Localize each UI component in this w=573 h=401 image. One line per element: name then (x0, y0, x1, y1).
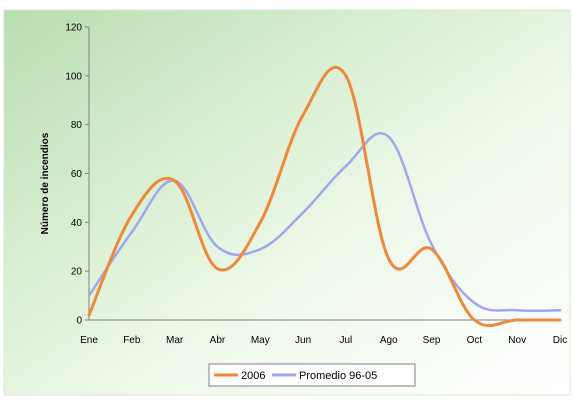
chart-area-background (3, 9, 571, 396)
data-point-2006 (388, 258, 390, 260)
x-tick-label: May (251, 335, 270, 346)
data-point-promedio (516, 309, 518, 311)
y-tick-label: 20 (71, 267, 83, 278)
x-tick-label: Jul (340, 335, 353, 346)
x-tick-label: Abr (210, 335, 226, 346)
data-point-promedio (473, 302, 475, 304)
data-point-promedio (259, 248, 261, 250)
data-point-promedio (88, 294, 90, 296)
y-tick-label: 40 (71, 218, 83, 229)
data-point-2006 (173, 180, 175, 182)
x-tick-label: Feb (123, 335, 141, 346)
y-tick-label: 120 (65, 23, 82, 34)
y-axis-ticks: 0 20 40 60 80 100 120 (65, 23, 89, 327)
data-point-promedio (430, 243, 432, 245)
data-point-promedio (302, 211, 304, 213)
x-tick-label: Ago (380, 335, 398, 346)
legend-box (208, 363, 416, 387)
series-line-promedio (87, 132, 562, 313)
data-point-2006 (259, 221, 261, 223)
x-tick-label: Ene (80, 335, 98, 346)
y-axis-title: Número de incendios (40, 132, 51, 234)
x-tick-label: Mar (166, 335, 184, 346)
x-tick-label: Jun (295, 335, 311, 346)
data-point-2006 (302, 114, 304, 116)
x-tick-label: Nov (508, 335, 526, 346)
y-tick-label: 0 (76, 316, 82, 327)
data-point-promedio (388, 136, 390, 138)
data-point-2006 (131, 214, 133, 216)
y-tick-label: 60 (71, 169, 83, 180)
series-layer (87, 65, 562, 328)
x-tick-label: Dic (553, 335, 567, 346)
legend: 2006 Promedio 96-05 (208, 363, 416, 387)
data-point-promedio (345, 165, 347, 167)
series-line-2006 (87, 65, 562, 328)
data-point-2006 (473, 319, 475, 321)
data-point-promedio (559, 309, 561, 311)
data-point-promedio (216, 246, 218, 248)
legend-label-2006: 2006 (241, 370, 265, 382)
data-point-2006 (216, 268, 218, 270)
data-point-2006 (88, 314, 90, 316)
x-tick-label: Sep (423, 335, 441, 346)
legend-label-promedio: Promedio 96-05 (299, 370, 377, 382)
y-tick-label: 80 (71, 120, 83, 131)
x-tick-label: Oct (467, 335, 483, 346)
data-point-2006 (516, 319, 518, 321)
data-point-2006 (430, 248, 432, 250)
data-point-2006 (559, 319, 561, 321)
data-point-2006 (345, 75, 347, 77)
data-point-promedio (131, 231, 133, 233)
x-axis-ticks: Ene Feb Mar Abr May Jun Jul Ago Sep Oct Nov Dic (80, 335, 567, 346)
y-tick-label: 100 (65, 71, 82, 82)
